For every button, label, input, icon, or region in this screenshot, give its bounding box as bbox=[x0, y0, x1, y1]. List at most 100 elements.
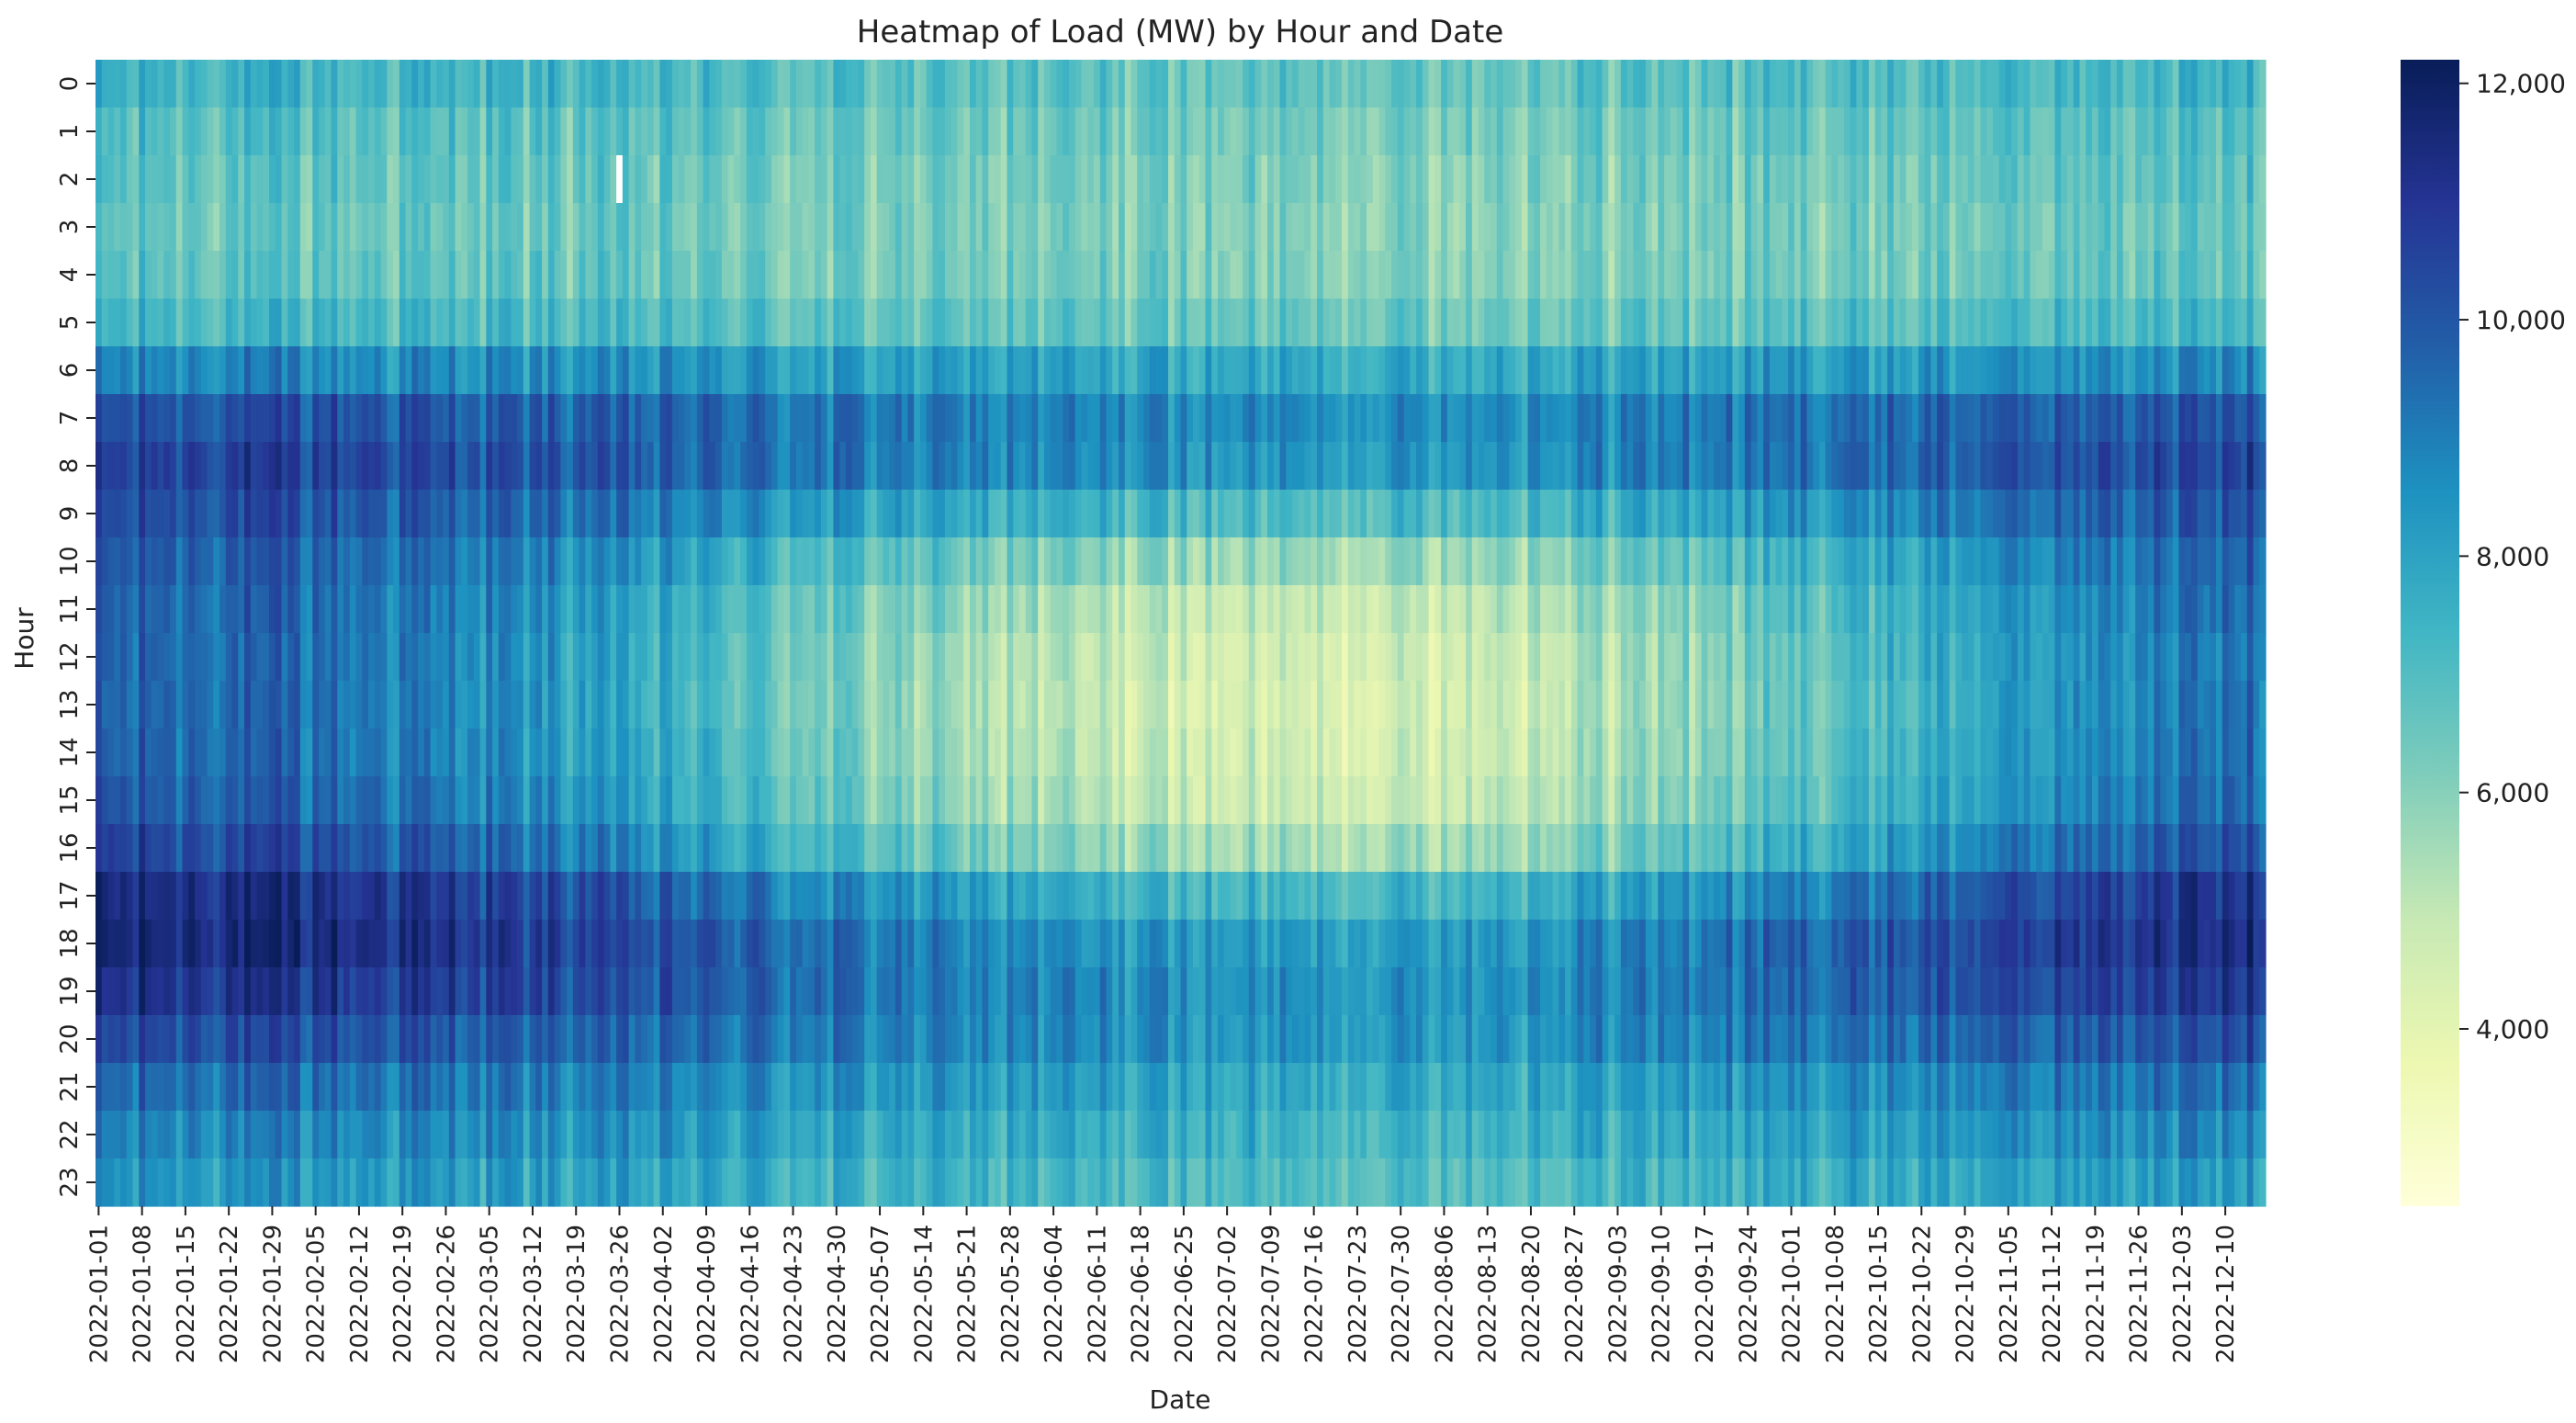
heatmap-cell bbox=[151, 776, 159, 825]
heatmap-cell bbox=[802, 872, 810, 920]
heatmap-cell bbox=[1093, 346, 1101, 395]
heatmap-cell bbox=[200, 1158, 208, 1207]
heatmap-cell bbox=[436, 442, 444, 491]
heatmap-cell bbox=[914, 728, 921, 777]
heatmap-cell bbox=[1149, 585, 1157, 634]
heatmap-cell bbox=[511, 872, 518, 920]
heatmap-cell bbox=[790, 107, 797, 156]
heatmap-cell bbox=[473, 681, 481, 729]
heatmap-cell bbox=[1342, 967, 1349, 1016]
heatmap-cell bbox=[486, 203, 493, 252]
heatmap-cell bbox=[1254, 203, 1262, 252]
heatmap-cell bbox=[231, 251, 239, 299]
heatmap-cell bbox=[393, 872, 400, 920]
heatmap-cell bbox=[535, 967, 543, 1016]
heatmap-cell bbox=[436, 537, 444, 586]
heatmap-cell bbox=[703, 1111, 710, 1159]
heatmap-cell bbox=[114, 1015, 121, 1064]
heatmap-cell bbox=[957, 537, 964, 586]
heatmap-cell bbox=[529, 1063, 536, 1112]
heatmap-cell bbox=[188, 633, 196, 682]
heatmap-cell bbox=[1267, 60, 1275, 108]
heatmap-cell bbox=[1292, 824, 1299, 873]
heatmap-cell bbox=[820, 1063, 828, 1112]
heatmap-cell bbox=[1174, 203, 1182, 252]
heatmap-cell bbox=[1007, 1111, 1014, 1159]
heatmap-cell bbox=[1322, 920, 1331, 968]
heatmap-cell bbox=[894, 967, 903, 1016]
heatmap-cell bbox=[889, 681, 896, 729]
heatmap-cell bbox=[721, 920, 729, 968]
heatmap-cell bbox=[907, 1015, 915, 1064]
heatmap-cell bbox=[238, 346, 245, 395]
heatmap-cell bbox=[219, 633, 227, 682]
heatmap-cell bbox=[1267, 728, 1275, 777]
heatmap-cell bbox=[883, 394, 890, 443]
heatmap-cell bbox=[1000, 585, 1008, 634]
heatmap-cell bbox=[238, 107, 245, 156]
heatmap-cell bbox=[238, 442, 245, 491]
heatmap-cell bbox=[1193, 155, 1200, 204]
heatmap-cell bbox=[579, 490, 586, 538]
heatmap-cell bbox=[1124, 1158, 1132, 1207]
heatmap-cell bbox=[653, 681, 660, 729]
heatmap-cell bbox=[405, 60, 412, 108]
heatmap-cell bbox=[306, 920, 313, 968]
heatmap-cell bbox=[529, 155, 536, 204]
heatmap-cell bbox=[1025, 203, 1033, 252]
heatmap-cell bbox=[299, 346, 308, 395]
heatmap-cell bbox=[939, 681, 946, 729]
heatmap-cell bbox=[833, 633, 840, 682]
heatmap-cell bbox=[1236, 728, 1243, 777]
heatmap-cell bbox=[684, 633, 692, 682]
heatmap-cell bbox=[250, 585, 258, 634]
heatmap-cell bbox=[1218, 824, 1225, 873]
heatmap-cell bbox=[368, 633, 376, 682]
heatmap-cell bbox=[411, 442, 419, 491]
heatmap-cell bbox=[132, 681, 140, 729]
heatmap-cell bbox=[1329, 537, 1336, 586]
heatmap-cell bbox=[839, 490, 847, 538]
heatmap-cell bbox=[101, 728, 109, 777]
heatmap-cell bbox=[771, 203, 779, 252]
heatmap-cell bbox=[795, 776, 804, 825]
heatmap-cell bbox=[709, 1111, 716, 1159]
heatmap-cell bbox=[374, 299, 382, 347]
heatmap-cell bbox=[213, 394, 220, 443]
heatmap-cell bbox=[188, 203, 196, 252]
heatmap-cell bbox=[157, 203, 164, 252]
heatmap-cell bbox=[1025, 1063, 1033, 1112]
heatmap-cell bbox=[994, 585, 1002, 634]
heatmap-cell bbox=[591, 872, 599, 920]
heatmap-cell bbox=[1056, 537, 1063, 586]
heatmap-cell bbox=[362, 633, 369, 682]
heatmap-cell bbox=[653, 1015, 660, 1064]
heatmap-cell bbox=[96, 60, 103, 108]
heatmap-cell bbox=[306, 1063, 313, 1112]
heatmap-cell bbox=[1218, 442, 1225, 491]
heatmap-cell bbox=[107, 299, 115, 347]
heatmap-cell bbox=[511, 490, 518, 538]
heatmap-cell bbox=[870, 967, 878, 1016]
heatmap-cell bbox=[188, 967, 196, 1016]
heatmap-cell bbox=[529, 967, 536, 1016]
heatmap-cell bbox=[157, 1015, 164, 1064]
heatmap-cell bbox=[324, 1158, 332, 1207]
heatmap-cell bbox=[1081, 1015, 1088, 1064]
heatmap-cell bbox=[894, 1158, 903, 1207]
heatmap-cell bbox=[1031, 1063, 1039, 1112]
heatmap-cell bbox=[864, 728, 872, 777]
heatmap-cell bbox=[256, 872, 264, 920]
heatmap-cell bbox=[1093, 633, 1101, 682]
heatmap-cell bbox=[120, 728, 128, 777]
heatmap-cell bbox=[324, 155, 332, 204]
heatmap-cell bbox=[1261, 155, 1268, 204]
heatmap-cell bbox=[1292, 1063, 1299, 1112]
heatmap-cell bbox=[355, 920, 363, 968]
heatmap-cell bbox=[1174, 107, 1182, 156]
heatmap-cell bbox=[709, 60, 716, 108]
heatmap-cell bbox=[1198, 107, 1207, 156]
heatmap-cell bbox=[275, 1111, 283, 1159]
heatmap-cell bbox=[982, 824, 989, 873]
heatmap-cell bbox=[1137, 872, 1144, 920]
